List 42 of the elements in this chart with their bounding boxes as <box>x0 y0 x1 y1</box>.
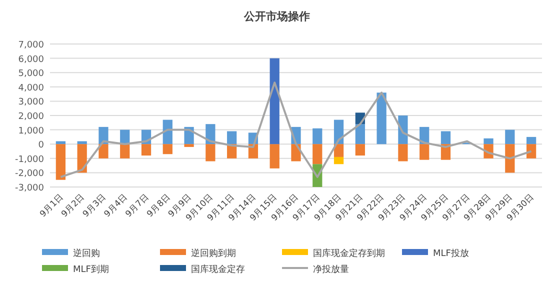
legend-label: 国库现金定存到期 <box>313 248 385 259</box>
bar <box>398 144 408 162</box>
legend-label: 净投放量 <box>313 264 349 275</box>
legend-label: 国库现金定存 <box>191 264 245 275</box>
bar <box>141 144 152 156</box>
y-tick-label: 7,000 <box>18 40 44 50</box>
bar <box>184 144 194 147</box>
bar <box>440 131 451 144</box>
y-tick-label: 0 <box>38 140 44 151</box>
bar <box>505 130 515 144</box>
bar <box>505 144 515 173</box>
legend-label: MLF到期 <box>73 264 109 275</box>
bar <box>270 144 280 168</box>
bar <box>227 131 237 144</box>
bar <box>162 144 172 154</box>
bar <box>526 136 536 144</box>
y-tick-label: -1,000 <box>14 154 44 165</box>
y-tick-label: -3,000 <box>14 184 44 194</box>
bar <box>376 92 386 144</box>
bar <box>420 144 430 160</box>
legend-label: MLF投放 <box>433 248 469 259</box>
bar <box>98 126 108 144</box>
y-tick-label: 2,000 <box>18 112 44 122</box>
y-tick-label: -2,000 <box>14 169 44 180</box>
bar <box>98 144 108 158</box>
bar <box>484 138 494 144</box>
bar <box>56 141 66 144</box>
legend-label: 逆回购到期 <box>191 248 236 259</box>
bar <box>206 144 216 162</box>
bar <box>120 144 130 158</box>
legend-label: 逆回购 <box>73 248 100 259</box>
bar <box>355 144 365 156</box>
y-tick-label: 4,000 <box>18 83 44 94</box>
bar <box>526 144 536 158</box>
y-tick-label: 5,000 <box>18 69 44 80</box>
bar <box>312 128 322 144</box>
y-tick-label: 3,000 <box>18 98 44 108</box>
bar <box>77 141 87 144</box>
y-tick-label: 1,000 <box>18 126 44 136</box>
bar <box>56 144 66 180</box>
y-tick-label: 6,000 <box>18 54 44 65</box>
chart-title: 公开市场操作 <box>243 10 310 23</box>
